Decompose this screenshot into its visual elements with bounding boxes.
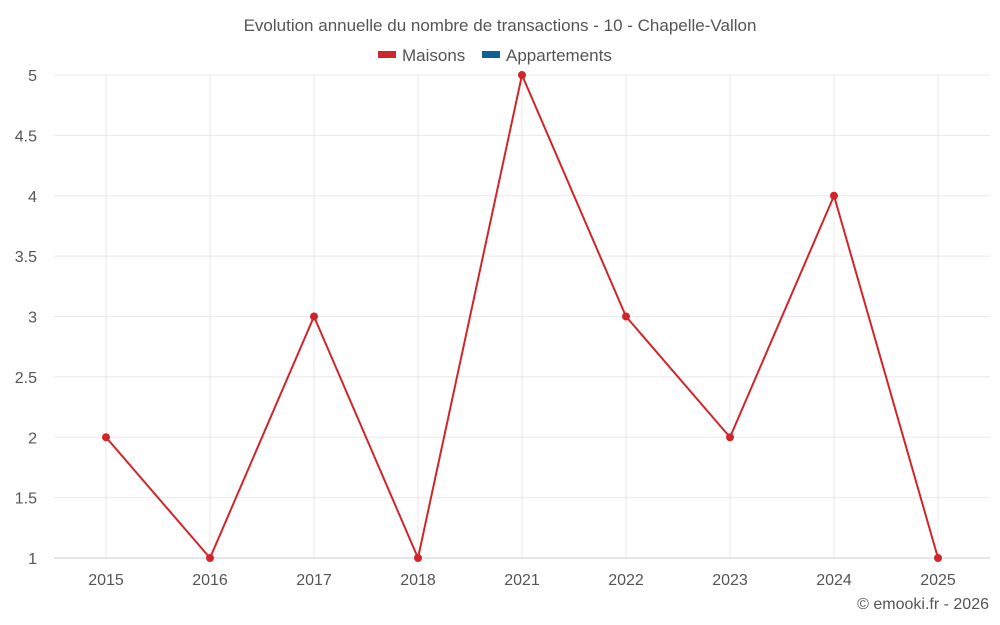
x-tick-label: 2022 xyxy=(608,572,644,589)
y-tick-label: 2.5 xyxy=(15,370,37,387)
x-tick-label: 2021 xyxy=(504,572,540,589)
legend-swatch-maisons xyxy=(378,51,396,58)
grid-layer xyxy=(54,74,990,558)
axis-layer: 1 1.5 2 2.5 3 3.5 4 4.5 5 2015 2016 2017 2018 2021 202… xyxy=(15,68,990,589)
y-tick-label: 1.5 xyxy=(15,491,37,508)
legend-label-maisons: Maisons xyxy=(402,46,465,65)
x-tick-label: 2018 xyxy=(400,572,436,589)
y-tick-label: 4 xyxy=(28,189,37,206)
data-point-maisons-2015[interactable] xyxy=(102,433,110,442)
data-point-maisons-2016[interactable] xyxy=(206,554,214,562)
legend: Maisons Appartements xyxy=(378,46,612,65)
legend-swatch-appartements xyxy=(482,51,500,58)
data-point-maisons-2018[interactable] xyxy=(414,554,422,562)
series-layer xyxy=(102,71,942,562)
y-tick-label: 2 xyxy=(28,430,37,447)
credit-text: © emooki.fr - 2026 xyxy=(857,596,989,613)
x-tick-label: 2015 xyxy=(88,572,124,589)
data-point-maisons-2024[interactable] xyxy=(830,191,838,200)
data-point-maisons-2017[interactable] xyxy=(310,312,318,321)
y-tick-label: 4.5 xyxy=(15,128,37,145)
data-point-maisons-2025[interactable] xyxy=(934,554,942,562)
x-tick-label: 2023 xyxy=(712,572,748,589)
y-tick-label: 1 xyxy=(28,551,37,568)
y-tick-label: 3 xyxy=(28,310,37,327)
y-tick-label: 5 xyxy=(28,68,37,85)
legend-label-appartements: Appartements xyxy=(506,46,612,65)
data-point-maisons-2022[interactable] xyxy=(622,312,630,321)
legend-item-appartements[interactable]: Appartements xyxy=(482,46,612,65)
data-point-maisons-2021[interactable] xyxy=(518,71,526,79)
x-tick-label: 2025 xyxy=(920,572,956,589)
x-tick-label: 2016 xyxy=(192,572,228,589)
legend-item-maisons[interactable]: Maisons xyxy=(378,46,465,65)
y-tick-label: 3.5 xyxy=(15,249,37,266)
data-point-maisons-2023[interactable] xyxy=(726,433,734,442)
x-tick-label: 2024 xyxy=(816,572,852,589)
chart-title: Evolution annuelle du nombre de transact… xyxy=(244,16,757,35)
x-tick-label: 2017 xyxy=(296,572,332,589)
